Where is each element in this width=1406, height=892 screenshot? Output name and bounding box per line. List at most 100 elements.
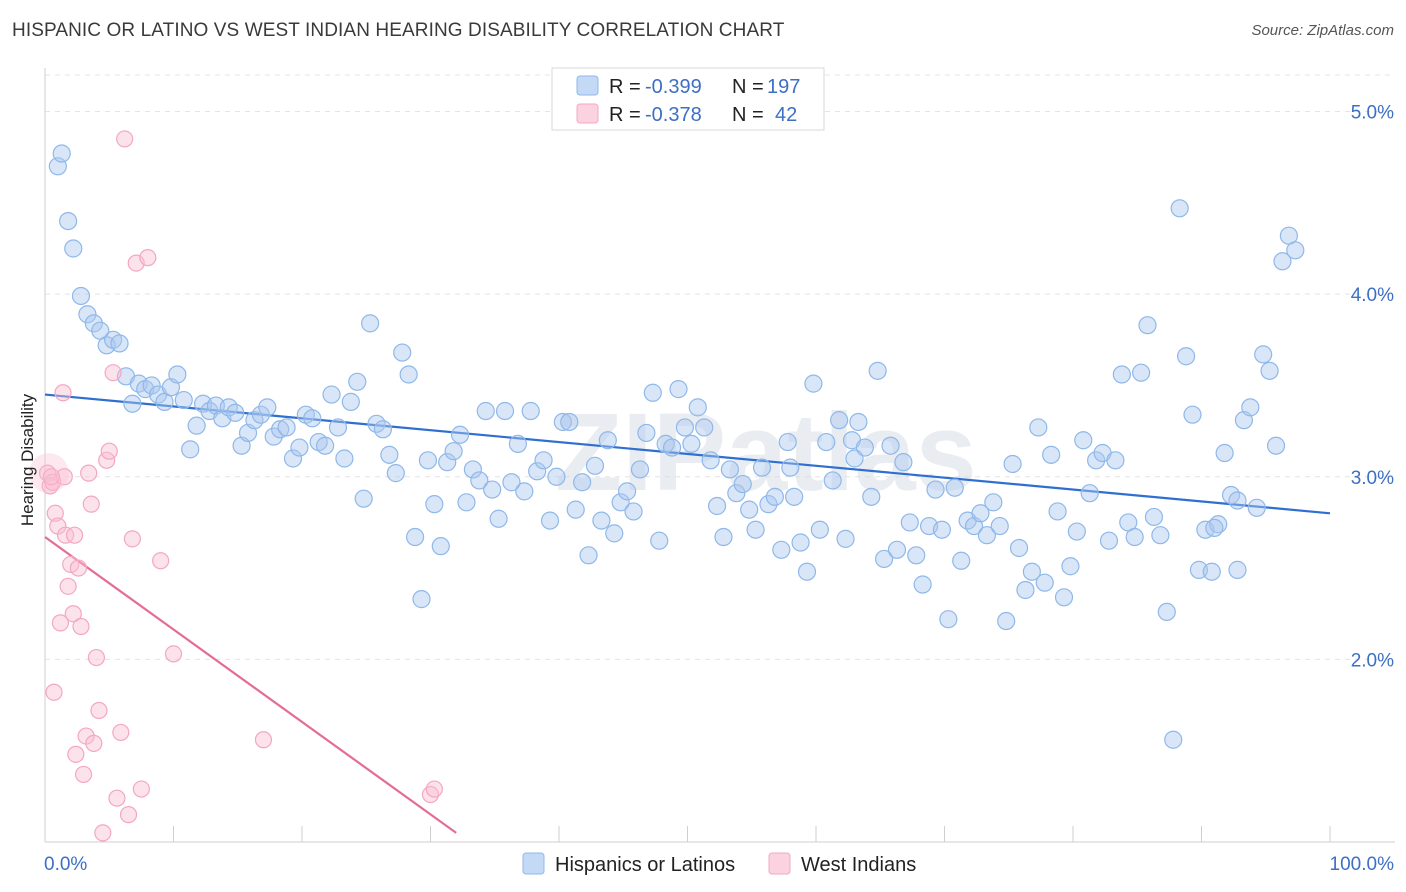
source-credit: Source: ZipAtlas.com [1251,22,1394,39]
hispanic-point [740,500,759,519]
hispanic-point [695,418,714,437]
legend-n-label-2: N = [732,104,764,126]
hispanic-point [1054,588,1074,607]
hispanic-point [393,343,412,362]
hispanic-point [765,487,784,506]
hispanic-point [251,405,270,424]
west-indian-trend-line [44,536,457,834]
watermark: ZIPatlas [555,391,977,514]
hispanic-point [142,376,161,395]
hispanic-point [675,418,695,437]
hispanic-point [1273,252,1292,271]
hispanic-point [662,438,682,457]
hispanic-point [1215,443,1234,463]
west-indian-cluster-point [28,453,69,494]
hispanic-trend-line [44,393,1331,515]
hispanic-point [502,473,521,492]
west-indian-point [46,504,64,522]
west-indian-point [42,468,61,486]
hispanic-point [778,432,797,452]
hispanic-point [174,390,193,410]
west-indian-point [90,701,108,720]
hispanic-point [823,471,842,490]
hispanic-point [881,436,900,455]
hispanic-point [412,590,431,609]
hispanic-point [1241,398,1260,417]
hispanic-point [785,487,804,506]
hispanic-point [579,546,598,565]
hispanic-point [611,493,630,512]
hispanic-point [913,575,932,594]
hispanic-point [573,473,592,492]
hispanic-point [515,482,534,501]
west-indian-point [104,364,122,382]
hispanic-point [271,420,290,439]
hispanic-point [592,511,611,530]
hispanic-point [380,445,399,464]
hispanic-point [1151,526,1170,545]
hispanic-point [354,489,373,508]
hispanic-point [283,449,303,468]
hispanic-point [457,493,476,512]
axes [44,68,1395,843]
hispanic-point [643,383,662,402]
west-indian-point [164,645,183,663]
hispanic-point [997,611,1016,631]
hispanic-point [1029,418,1048,437]
hispanic-point [1112,365,1131,384]
hispanic-point [1170,199,1189,218]
hispanic-point [78,305,97,324]
legend-n-value-1: 197 [767,76,800,98]
hispanic-point [1183,405,1202,424]
hispanic-point [1286,241,1305,260]
hispanic-point [495,401,515,421]
hispanic-point [849,412,868,432]
hispanic-point [1042,445,1061,464]
hispanic-point [598,431,617,450]
stats-legend: R = -0.399 N = 197 R = -0.378 N = 42 [551,67,825,131]
hispanic-point [110,334,129,353]
hispanic-point [714,527,733,547]
hispanic-point [64,239,83,258]
hispanic-point [1132,363,1151,382]
hispanic-point [168,365,187,384]
hispanic-point [1009,538,1029,558]
hispanic-point [781,458,800,477]
hispanic-point [688,398,707,417]
hispanic-point [977,526,997,545]
hispanic-point [1022,562,1041,581]
legend-bottom-hispanic: Hispanics or Latinos [555,854,735,876]
hispanic-point [669,380,688,399]
hispanic-point [637,423,656,443]
legend-bottom-swatch-hispanic [522,852,545,875]
hispanic-point [566,500,585,519]
hispanic-point [900,513,919,532]
hispanic-point [845,449,864,468]
hispanic-point [1138,316,1157,335]
hispanic-point [630,460,650,479]
west-indian-point [108,789,126,807]
hispanic-point [1260,361,1279,380]
hispanic-point [476,401,495,421]
hispanic-point [887,540,907,559]
west-indian-point [123,530,141,548]
y-tick-labels: 2.0% 3.0% 4.0% 5.0% [1351,103,1394,672]
hispanic-point [431,537,450,556]
hispanic-point [316,436,335,455]
hispanic-point [303,409,322,428]
hispanic-point [258,398,277,417]
y-tick-label: 5.0% [1351,103,1394,124]
hispanic-point [489,509,508,528]
y-tick-label: 3.0% [1351,468,1394,489]
west-indian-point [67,745,85,763]
hispanic-point [952,551,971,570]
hispanic-point [1228,560,1247,579]
legend-bottom-west-indian: West Indians [801,854,916,876]
hispanic-point [444,442,463,461]
hispanic-point [1035,573,1054,592]
west-indian-point [45,683,63,701]
hispanic-point [836,529,855,548]
hispanic-point [361,314,380,333]
hispanic-point [618,482,637,501]
